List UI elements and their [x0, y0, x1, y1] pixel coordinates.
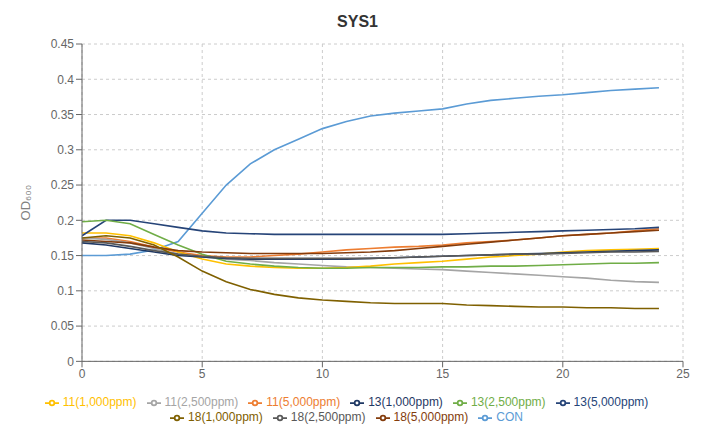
svg-text:0: 0 — [79, 367, 86, 381]
html-text:18(5,000ppm): 18(5,000ppm) — [393, 410, 469, 425]
html-text:13(1,000ppm): 13(1,000ppm) — [368, 395, 443, 410]
svg-text:0.2: 0.2 — [57, 214, 74, 228]
html-text:13(2,500ppm): 13(2,500ppm) — [470, 395, 546, 410]
svg-text:15: 15 — [436, 367, 450, 381]
html-text:SYS1: SYS1 — [337, 13, 378, 30]
html-text:11(1,000ppm): 11(1,000ppm) — [62, 395, 137, 410]
svg-text:10: 10 — [316, 367, 330, 381]
svg-text:5: 5 — [199, 367, 206, 381]
svg-text:20: 20 — [556, 367, 570, 381]
svg-text:25: 25 — [676, 367, 690, 381]
html-text:13(5,000ppm): 13(5,000ppm) — [573, 395, 649, 410]
svg-text:OD₆₀₀: OD₆₀₀ — [18, 185, 33, 221]
svg-text:0.45: 0.45 — [51, 37, 75, 51]
svg-text:0.15: 0.15 — [51, 249, 75, 263]
html-text:CON: CON — [496, 410, 523, 425]
svg-text:0.05: 0.05 — [51, 319, 75, 333]
svg-text:0.35: 0.35 — [51, 108, 75, 122]
svg-text:0.3: 0.3 — [57, 143, 74, 157]
svg-text:0: 0 — [67, 355, 74, 369]
html-text:11(2,500ppm): 11(2,500ppm) — [164, 395, 239, 410]
svg-text:0.25: 0.25 — [51, 178, 75, 192]
svg-text:0.1: 0.1 — [57, 284, 74, 298]
html-text:18(2,500ppm): 18(2,500ppm) — [290, 410, 366, 425]
html-text:18(1,000ppm): 18(1,000ppm) — [188, 410, 263, 425]
html-text:11(5,000ppm): 11(5,000ppm) — [266, 395, 341, 410]
svg-text:0.4: 0.4 — [57, 73, 74, 87]
